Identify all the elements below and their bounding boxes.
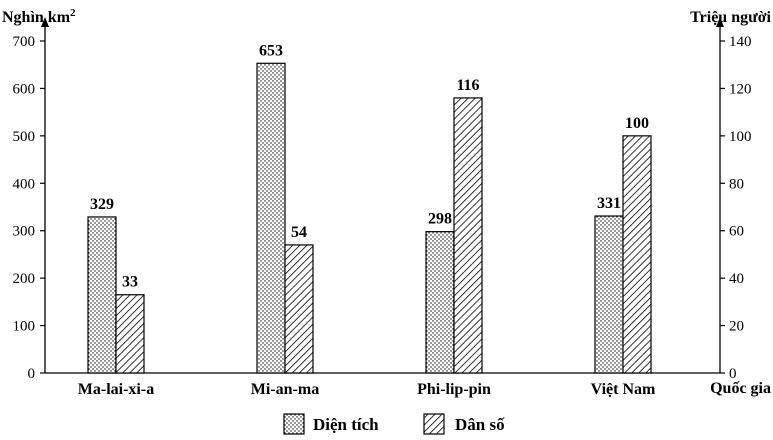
y-left-tick-label: 0 (28, 366, 36, 382)
x-axis-title: Quốc gia (710, 380, 771, 397)
y-right-tick-label: 20 (729, 319, 744, 335)
bar-value-label: 116 (456, 77, 479, 94)
category-label: Mi-an-ma (251, 381, 319, 398)
y-right-tick-label: 60 (729, 224, 744, 240)
y-right-tick-label: 0 (729, 366, 737, 382)
legend-label-dien-tich: Diện tích (313, 415, 379, 434)
y-right-ticks: 0 20 40 60 80 100 120 140 (720, 34, 752, 382)
y-left-ticks: 0 100 200 300 400 500 600 700 (13, 34, 45, 382)
y-right-tick-label: 40 (729, 271, 744, 287)
category-label: Phi-lip-pin (417, 381, 491, 398)
bar-value-label: 653 (259, 42, 283, 59)
y-left-tick-label: 400 (13, 176, 36, 192)
bar-value-label: 54 (291, 224, 307, 241)
bar-value-label: 100 (625, 115, 649, 132)
bar-dan-so (284, 244, 314, 374)
y-left-tick-label: 700 (13, 34, 36, 50)
y-right-tick-label: 80 (729, 176, 744, 192)
bars: 329 33 653 54 298 116 331 100 (87, 42, 652, 374)
category-labels: Ma-lai-xi-a Mi-an-ma Phi-lip-pin Việt Nam (78, 381, 656, 398)
y-left-axis-title: Nghìn km2 (2, 7, 76, 26)
bar-dien-tich (425, 231, 455, 374)
bar-value-label: 33 (122, 274, 138, 291)
bar-value-label: 331 (597, 195, 621, 212)
legend-label-dan-so: Dân số (455, 415, 505, 434)
bar-dan-so (453, 97, 483, 374)
y-right-axis-title: Triệu người (690, 9, 771, 26)
y-right-tick-label: 100 (729, 129, 752, 145)
y-right-axis-arrow (716, 17, 724, 27)
bar-dan-so (622, 135, 652, 374)
bar-value-label: 329 (90, 196, 114, 213)
bar-value-label: 298 (428, 211, 452, 228)
bar-dien-tich (256, 62, 286, 374)
y-left-tick-label: 100 (13, 319, 36, 335)
y-left-axis-arrow (41, 17, 49, 27)
legend: Diện tích Dân số (283, 413, 505, 435)
y-right-tick-label: 140 (729, 34, 752, 50)
y-left-tick-label: 600 (13, 81, 36, 97)
y-left-tick-label: 300 (13, 224, 36, 240)
category-label: Việt Nam (591, 381, 656, 398)
bar-dien-tich (87, 216, 117, 374)
y-right-tick-label: 120 (729, 81, 752, 97)
bar-dan-so (115, 294, 145, 374)
legend-swatch-dien-tich (283, 413, 305, 435)
category-label: Ma-lai-xi-a (78, 381, 154, 398)
legend-swatch-dan-so (423, 413, 445, 435)
bar-dien-tich (594, 215, 624, 374)
y-left-tick-label: 500 (13, 129, 36, 145)
y-left-tick-label: 200 (13, 271, 36, 287)
